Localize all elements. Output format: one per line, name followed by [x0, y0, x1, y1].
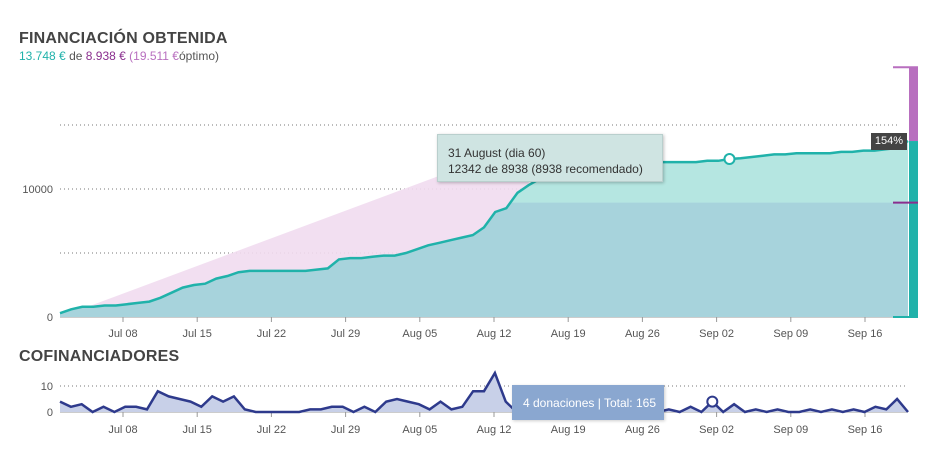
x-tick-label: Jul 08	[108, 328, 137, 340]
funding-tooltip: 31 August (dia 60) 12342 de 8938 (8938 r…	[437, 134, 663, 182]
x-tick-label: Aug 19	[551, 328, 586, 340]
funding-line	[59, 139, 909, 315]
hover-point	[723, 153, 736, 166]
cofund-area	[60, 373, 908, 412]
hover-point	[706, 395, 719, 408]
x-tick-label: Jul 15	[183, 424, 212, 436]
y-tick-label: 0	[47, 312, 53, 324]
optimum-bar	[909, 67, 918, 142]
funding-area-chart: 0 10000 Jul 08 Jul 15 Jul 22 Jul 29 Aug 05 Aug …	[22, 66, 918, 340]
x-tick-label: Sep 09	[773, 424, 808, 436]
y-tick-label: 10000	[22, 184, 53, 196]
y-tick-label: 10	[41, 381, 53, 393]
x-tick-label: Sep 02	[699, 424, 734, 436]
funding-area-below-goal	[60, 202, 908, 317]
x-tick-label: Sep 02	[699, 328, 734, 340]
funding-summary: 13.748 € de 8.938 € (19.511 €óptimo)	[19, 49, 219, 63]
tooltip-date: 31 August (dia 60)	[448, 146, 546, 160]
of-label: de	[69, 49, 83, 63]
x-tick-label: Jul 08	[108, 424, 137, 436]
x-tick-label: Aug 26	[625, 424, 660, 436]
chart-title: FINANCIACIÓN OBTENIDA	[19, 30, 228, 47]
x-tick-label: Sep 16	[848, 424, 883, 436]
x-tick-label: Jul 22	[257, 424, 286, 436]
cofund-title: COFINANCIADORES	[19, 348, 180, 365]
obtained-bar	[909, 141, 918, 317]
x-tick-label: Aug 05	[402, 424, 437, 436]
x-tick-label: Aug 05	[402, 328, 437, 340]
x-tick-label: Sep 09	[773, 328, 808, 340]
x-tick-label: Aug 12	[477, 424, 512, 436]
x-tick-label: Aug 12	[477, 328, 512, 340]
obtained-amount: 13.748 €	[19, 49, 66, 63]
optimum-suffix: óptimo)	[178, 49, 219, 63]
tooltip-amount: 12342 de 8938 (8938 recomendado)	[448, 162, 643, 176]
y-tick-label: 0	[47, 407, 53, 419]
x-tick-label: Jul 29	[331, 424, 360, 436]
optimum-amount: (19.511 €	[129, 49, 179, 63]
x-tick-label: Jul 22	[257, 328, 286, 340]
cofund-line	[59, 370, 909, 414]
cofund-tooltip: 4 donaciones | Total: 165	[512, 385, 664, 420]
percent-badge: 154%	[871, 133, 907, 150]
x-tick-label: Aug 26	[625, 328, 660, 340]
goal-amount: 8.938 €	[85, 49, 126, 63]
x-tick-label: Jul 29	[331, 328, 360, 340]
x-tick-label: Sep 16	[848, 328, 883, 340]
x-tick-label: Aug 19	[551, 424, 586, 436]
x-tick-label: Jul 15	[183, 328, 212, 340]
